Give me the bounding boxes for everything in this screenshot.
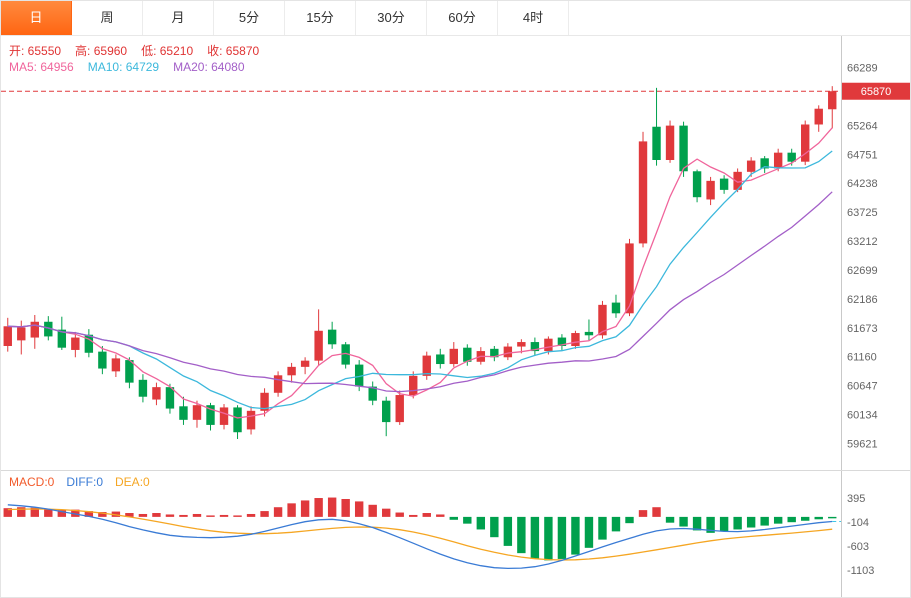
- price-chart-panel: 66289 65264 64751 64238 63725 63212 62699 62186…: [1, 36, 910, 470]
- tab-60min[interactable]: 60分: [427, 1, 498, 35]
- svg-text:59621: 59621: [847, 438, 878, 450]
- tab-15min[interactable]: 15分: [285, 1, 356, 35]
- svg-text:64238: 64238: [847, 178, 878, 190]
- last-price-badge: [842, 82, 910, 100]
- tab-30min[interactable]: 30分: [356, 1, 427, 35]
- timeframe-tabbar: 日 周 月 5分 15分 30分 60分 4时: [1, 1, 910, 36]
- ma5-value: MA5: 64956: [9, 60, 74, 74]
- svg-text:-603: -603: [847, 541, 869, 553]
- tab-5min[interactable]: 5分: [214, 1, 285, 35]
- svg-text:61673: 61673: [847, 323, 878, 335]
- macd-axis: 395 -104 -603 -1103: [841, 471, 874, 597]
- low-value: 低: 65210: [141, 44, 194, 58]
- ohlc-info: 开: 65550 高: 65960 低: 65210 收: 65870: [9, 42, 273, 59]
- dea-value: DEA:0: [115, 475, 150, 489]
- macd-panel: 395 -104 -603 -1103 MACD:0 DIFF:0 DEA:0: [1, 470, 911, 597]
- svg-text:60647: 60647: [847, 381, 878, 393]
- svg-text:-104: -104: [847, 517, 869, 529]
- svg-text:62186: 62186: [847, 294, 878, 306]
- high-value: 高: 65960: [75, 44, 128, 58]
- svg-text:63725: 63725: [847, 207, 878, 219]
- ma5-line: [7, 127, 833, 419]
- macd-value: MACD:0: [9, 475, 55, 489]
- close-value: 收: 65870: [207, 44, 260, 58]
- dea-line: [7, 508, 833, 561]
- last-price-marker: 65870: [1, 82, 910, 100]
- ma-lines: [7, 127, 833, 419]
- price-chart[interactable]: 66289 65264 64751 64238 63725 63212 62699 62186…: [1, 36, 911, 470]
- tab-week[interactable]: 周: [72, 1, 143, 35]
- ma20-line: [7, 191, 833, 393]
- tab-month[interactable]: 月: [143, 1, 214, 35]
- macd-info: MACD:0 DIFF:0 DEA:0: [9, 475, 162, 489]
- svg-text:65264: 65264: [847, 120, 878, 132]
- tab-day[interactable]: 日: [1, 1, 72, 35]
- diff-line: [7, 504, 833, 570]
- macd-histogram: [3, 497, 837, 561]
- open-value: 开: 65550: [9, 44, 62, 58]
- svg-text:63212: 63212: [847, 236, 878, 248]
- svg-text:62699: 62699: [847, 265, 878, 277]
- price-axis: 66289 65264 64751 64238 63725 63212 62699 62186…: [841, 36, 878, 470]
- svg-text:64751: 64751: [847, 149, 878, 161]
- ma-info: MA5: 64956 MA10: 64729 MA20: 64080: [9, 60, 259, 74]
- ma10-value: MA10: 64729: [87, 60, 160, 74]
- svg-text:66289: 66289: [847, 63, 878, 75]
- svg-text:395: 395: [847, 493, 865, 505]
- candles-layer: [3, 86, 837, 439]
- svg-text:60134: 60134: [847, 410, 878, 422]
- tab-4hour[interactable]: 4时: [498, 1, 569, 35]
- macd-chart[interactable]: 395 -104 -603 -1103: [1, 471, 911, 597]
- diff-value: DIFF:0: [66, 475, 104, 489]
- tabbar-filler: [569, 1, 910, 35]
- svg-text:-1103: -1103: [847, 565, 874, 577]
- ma10-line: [7, 150, 833, 410]
- svg-text:65870: 65870: [861, 86, 892, 98]
- ma20-value: MA20: 64080: [173, 60, 245, 74]
- svg-text:61160: 61160: [847, 352, 877, 364]
